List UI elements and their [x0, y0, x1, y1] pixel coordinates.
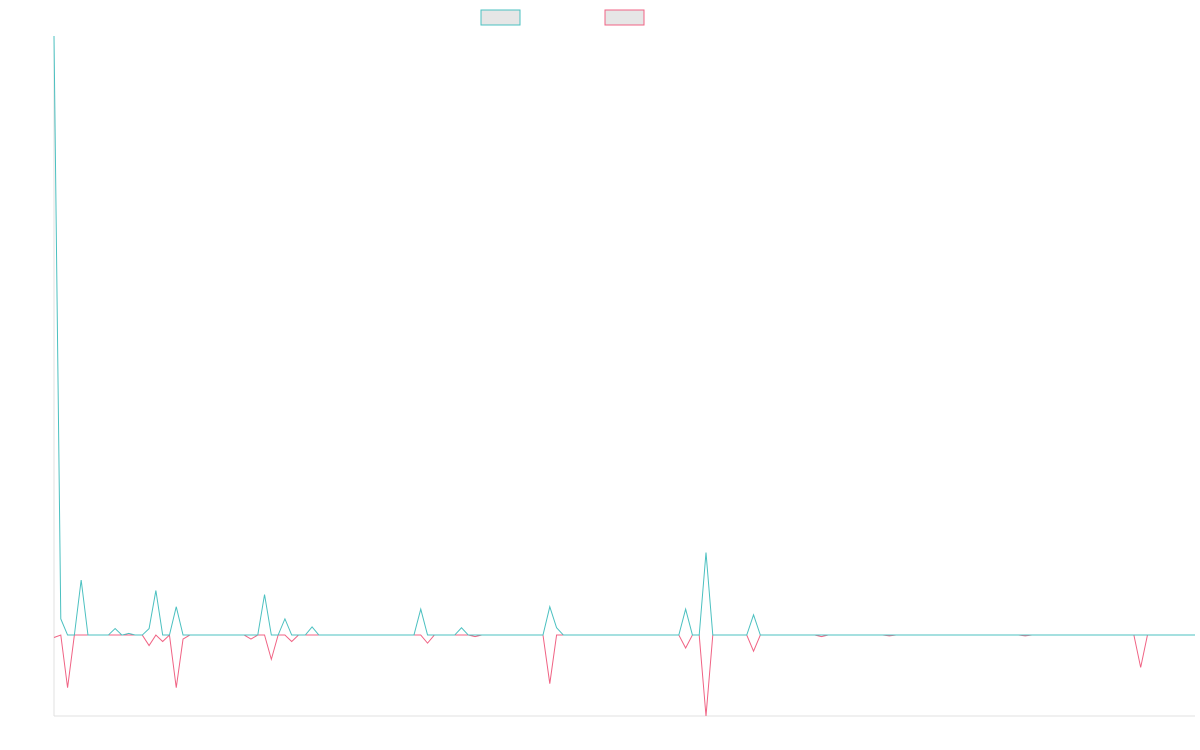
legend-swatch-series-2[interactable] [604, 9, 645, 26]
legend[interactable] [480, 9, 645, 26]
series-layer [53, 35, 1195, 717]
axes [53, 36, 1195, 717]
series-1-line [53, 35, 1195, 636]
series-2-line [53, 634, 1195, 717]
legend-swatch-series-1[interactable] [480, 9, 521, 26]
